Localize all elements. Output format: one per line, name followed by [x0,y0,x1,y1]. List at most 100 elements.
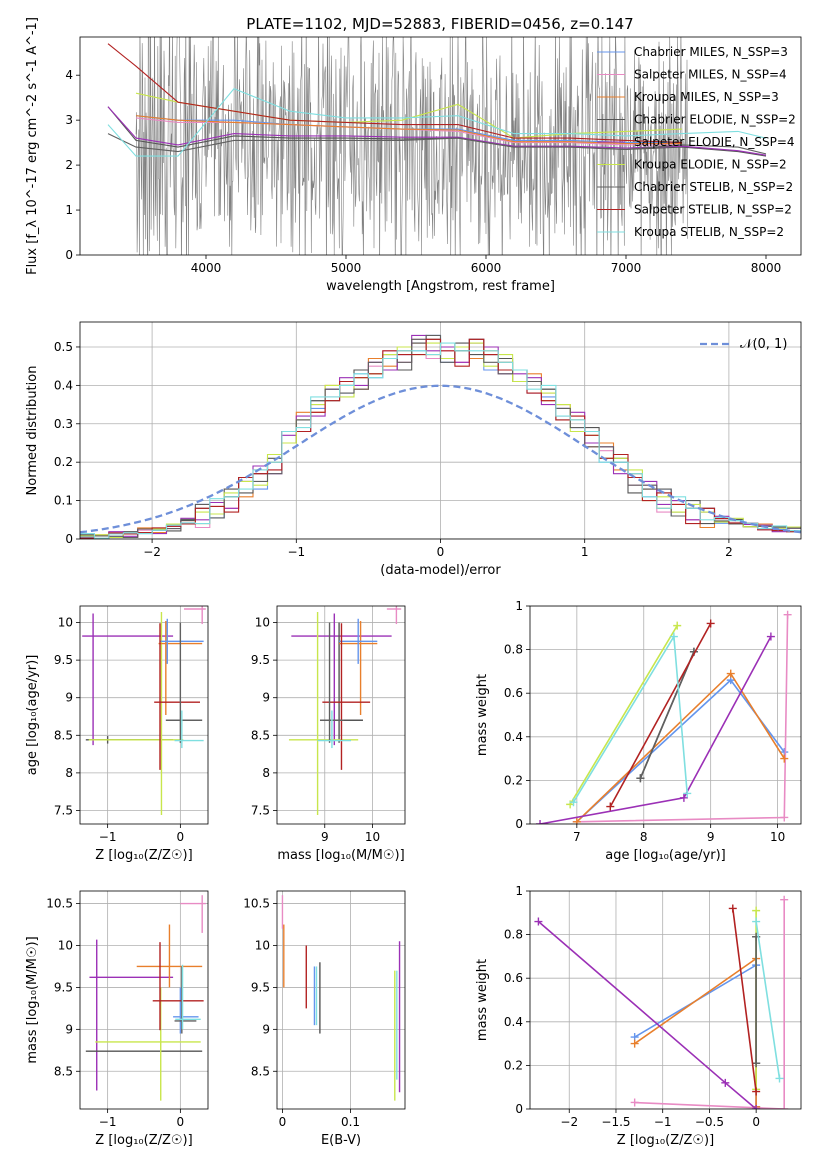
model-line [107,88,767,157]
x-axis-label: mass [log₁₀(M/M☉)] [277,848,404,863]
y-tick-label: 10 [255,939,270,953]
weight-marker [673,621,682,630]
x-tick-label: 5000 [331,261,362,275]
model-line [107,106,767,156]
axes-frame [79,890,209,1110]
y-tick-label: 0.2 [504,1058,523,1072]
model-line [107,133,767,155]
weight-line [634,963,757,1107]
plot-area-mass-vs-Z [80,891,208,1109]
weight-line [569,625,678,805]
y-tick-label: 0.4 [54,378,73,392]
plot-area-weight-vs-Z [530,891,801,1109]
weight-line [755,921,781,1079]
weight-line [576,672,785,823]
x-tick-label: 6000 [471,261,502,275]
legend-entry: Chabrier MILES, N_SSP=3 [634,45,788,59]
y-tick-label: 0.3 [54,417,73,431]
plot-area-mass-vs-ebv [277,891,405,1109]
y-tick-label: 0 [515,1102,523,1116]
weight-line [639,651,695,779]
axes-frame [276,890,406,1110]
y-tick-label: 9.5 [251,653,270,667]
legend-entry: Salpeter MILES, N_SSP=4 [634,68,787,82]
x-tick-label: 0 [752,1115,760,1129]
y-tick-label: 8 [65,766,73,780]
y-tick-label: 4 [65,68,73,82]
y-axis-label: mass weight [475,959,490,1041]
y-tick-label: 0 [65,532,73,546]
weight-marker [669,632,678,641]
y-tick-label: 0.8 [504,928,523,942]
axes-frame [79,36,802,256]
y-tick-label: 9 [65,691,73,705]
legend-entry: Chabrier ELODIE, N_SSP=2 [634,113,796,127]
y-tick-label: 9 [65,1022,73,1036]
panel-age-vs-Z: −1 0 7.5 8 8.5 9 9.5 10 Z [log₁₀(Z/Z☉)] age [log₁… [25,605,209,863]
axes-frame [79,605,209,825]
weight-line [634,899,785,1109]
weight-marker [726,669,735,678]
x-axis-label: age [log₁₀(age/yr)] [605,848,726,863]
legend-entry: Salpeter STELIB, N_SSP=2 [634,203,792,217]
model-line [107,43,683,144]
x-tick-label: 7000 [611,261,642,275]
y-tick-label: 10.5 [46,897,73,911]
x-tick-label: 9 [321,830,329,844]
x-tick-label: 0.1 [341,1115,360,1129]
x-tick-label: 7 [573,830,581,844]
x-tick-label: −1 [99,830,117,844]
plot-area-age-vs-mass [277,606,405,824]
y-tick-label: 9 [262,691,270,705]
weight-marker [780,1105,789,1109]
weight-marker [752,917,761,926]
y-tick-label: 0.2 [504,773,523,787]
plot-area-age-vs-Z [80,606,208,824]
y-tick-label: 0.6 [504,971,523,985]
weight-marker [630,1098,639,1107]
x-axis-label: (data-model)/error [380,563,501,578]
gaussian-curve [80,384,801,534]
weight-line [576,678,785,823]
figure-title: PLATE=1102, MJD=52883, FIBERID=0456, z=0… [246,15,633,33]
weight-marker [728,904,737,913]
y-tick-label: 7.5 [251,803,270,817]
axes-frame [276,605,406,825]
y-tick-label: 8.5 [54,1064,73,1078]
legend-entry: Kroupa STELIB, N_SSP=2 [634,225,784,239]
y-tick-label: 10 [255,616,270,630]
weight-marker [780,813,789,822]
model-line [135,115,682,145]
axes-frame [529,890,802,1110]
weight-line [732,908,757,1092]
axes-frame [79,321,802,540]
y-tick-label: 8 [262,766,270,780]
y-axis-label: mass weight [475,674,490,756]
x-axis-label: Z [log₁₀(Z/Z☉)] [95,848,192,863]
y-tick-label: 0 [515,817,523,831]
x-tick-label: −1 [287,545,305,559]
weight-marker [721,1078,730,1087]
y-tick-label: 9.5 [54,653,73,667]
x-tick-label: 8 [640,830,648,844]
weight-line [572,633,688,803]
y-tick-label: 10.5 [243,897,270,911]
x-tick-label: 9 [707,830,715,844]
weight-marker [679,793,688,802]
legend-entry: Kroupa ELODIE, N_SSP=2 [634,158,787,172]
weight-line [609,623,712,807]
y-tick-label: 8.5 [54,728,73,742]
y-tick-label: 0.6 [504,686,523,700]
panel-mass-vs-Z: −1 0 8.5 9 9.5 10 10.5 Z [log₁₀(Z/Z☉)] mass [log… [25,890,209,1148]
x-tick-label: −0.5 [695,1115,724,1129]
y-tick-label: 9.5 [251,980,270,994]
x-tick-label: −1.5 [601,1115,630,1129]
panel-weight-vs-Z: −2 −1.5 −1 −0.5 0 0 0.2 0.4 0.6 0.8 1 Z [log₁₀(Z/Z☉… [475,884,802,1148]
weight-marker [752,1087,761,1096]
histogram-step [80,342,801,539]
weight-marker [636,774,645,783]
y-tick-label: 10 [58,939,73,953]
panel-residuals: −2 −1 0 1 2 0 0.1 0.2 0.3 0.4 0.5 (data-model)/erro… [25,321,802,578]
weight-marker [606,802,615,811]
